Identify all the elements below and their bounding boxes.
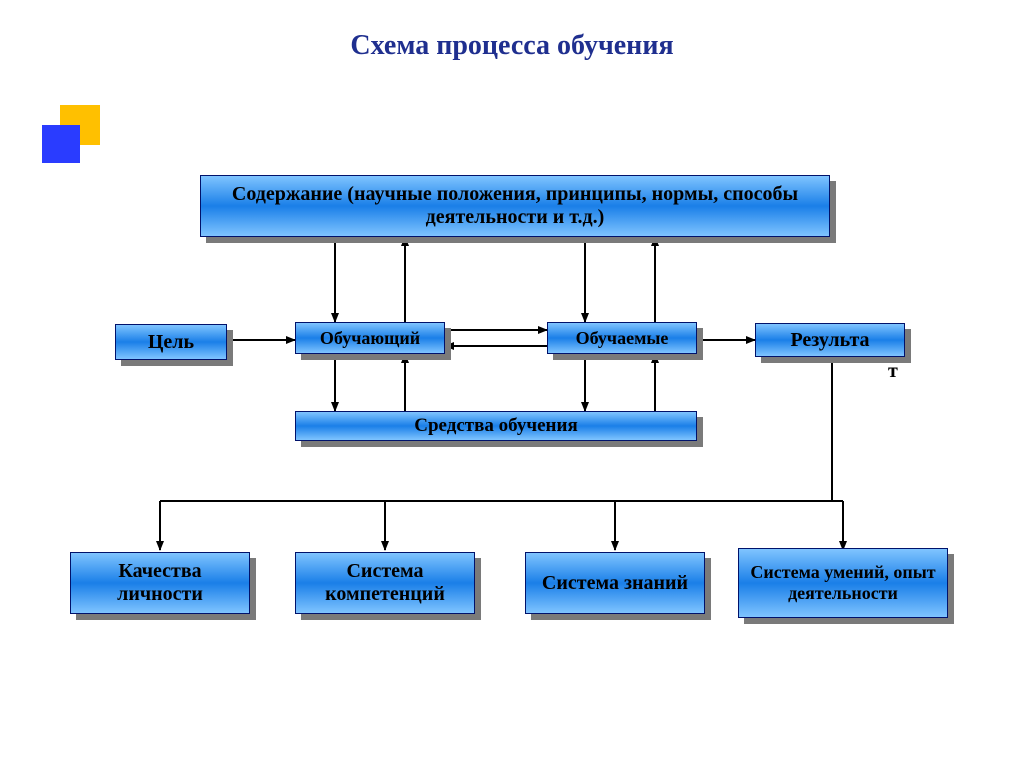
node-content: Содержание (научные положения, принципы,…: [200, 175, 830, 237]
node-skills: Система умений, опыт деятельности: [738, 548, 948, 618]
node-teacher: Обучающий: [295, 322, 445, 354]
node-means: Средства обучения: [295, 411, 697, 441]
node-competencies: Система компетенций: [295, 552, 475, 614]
decoration-blue-square: [42, 125, 80, 163]
node-qualities: Качества личности: [70, 552, 250, 614]
node-result: Результа: [755, 323, 905, 357]
result-overflow-char: т: [888, 360, 898, 383]
edges-layer: [0, 0, 1024, 767]
diagram-title: Схема процесса обучения: [0, 30, 1024, 62]
node-goal: Цель: [115, 324, 227, 360]
node-knowledge: Система знаний: [525, 552, 705, 614]
node-learners: Обучаемые: [547, 322, 697, 354]
